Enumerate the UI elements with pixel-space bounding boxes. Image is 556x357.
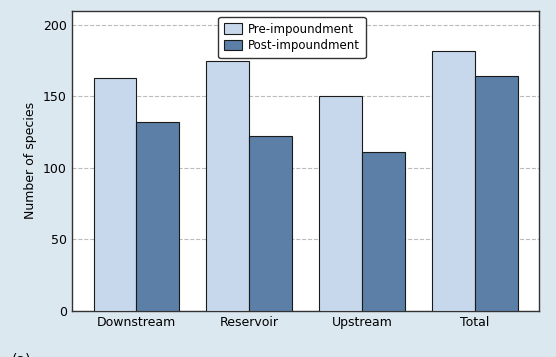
Y-axis label: Number of species: Number of species: [24, 102, 37, 219]
Bar: [206, 61, 249, 311]
Legend: Pre-impoundment, Post-impoundment: Pre-impoundment, Post-impoundment: [219, 17, 366, 58]
Text: (a): (a): [12, 353, 31, 357]
Bar: [475, 76, 518, 311]
Bar: [432, 51, 475, 311]
Bar: [136, 122, 180, 311]
Bar: [93, 78, 136, 311]
Bar: [363, 152, 405, 311]
Bar: [249, 136, 292, 311]
Bar: [319, 96, 363, 311]
